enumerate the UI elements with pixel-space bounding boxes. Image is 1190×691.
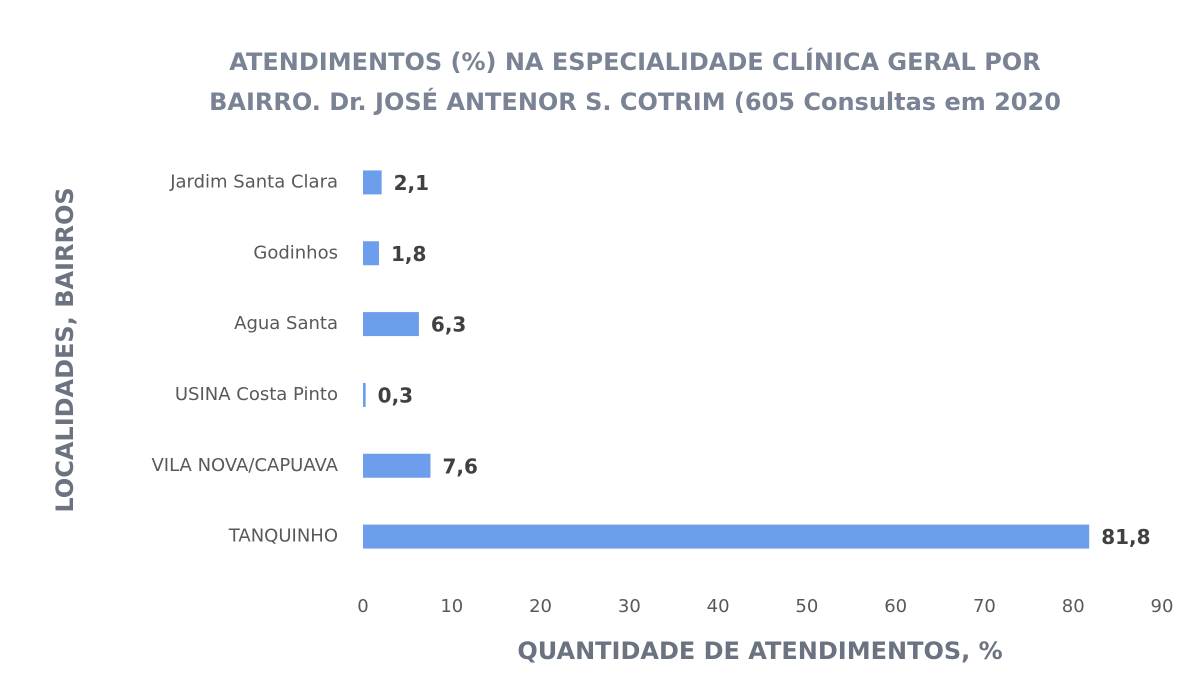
x-axis-label: QUANTIDADE DE ATENDIMENTOS, % <box>517 637 1002 665</box>
x-tick-label: 50 <box>795 596 818 617</box>
y-tick-label: USINA Costa Pinto <box>175 384 338 405</box>
x-tick-label: 30 <box>618 596 641 617</box>
x-tick-label: 60 <box>884 596 907 617</box>
bar <box>363 382 366 407</box>
x-tick-label: 0 <box>357 596 368 617</box>
x-tick-label: 90 <box>1151 596 1174 617</box>
y-tick-label: Agua Santa <box>234 313 338 334</box>
value-label: 0,3 <box>378 383 413 407</box>
bar <box>363 241 379 266</box>
value-label: 2,1 <box>394 171 429 195</box>
value-label: 1,8 <box>391 242 426 266</box>
x-tick-label: 10 <box>440 596 463 617</box>
bar <box>363 453 431 478</box>
value-label: 7,6 <box>442 454 477 478</box>
x-tick-label: 80 <box>1062 596 1085 617</box>
x-tick-label: 40 <box>707 596 730 617</box>
bar <box>363 312 419 337</box>
y-tick-label: TANQUINHO <box>228 526 338 547</box>
chart-title: BAIRRO. Dr. JOSÉ ANTENOR S. COTRIM (605 … <box>209 87 1061 116</box>
value-label: 6,3 <box>431 313 466 337</box>
bar <box>363 170 382 195</box>
x-tick-label: 70 <box>973 596 996 617</box>
y-tick-label: Jardim Santa Clara <box>169 171 338 192</box>
value-label: 81,8 <box>1101 525 1150 549</box>
bar <box>363 524 1090 549</box>
x-tick-label: 20 <box>529 596 552 617</box>
y-axis-label: LOCALIDADES, BAIRROS <box>51 187 79 512</box>
chart-title: ATENDIMENTOS (%) NA ESPECIALIDADE CLÍNIC… <box>229 47 1040 76</box>
y-tick-label: VILA NOVA/CAPUAVA <box>151 455 338 476</box>
y-tick-label: Godinhos <box>253 242 338 263</box>
